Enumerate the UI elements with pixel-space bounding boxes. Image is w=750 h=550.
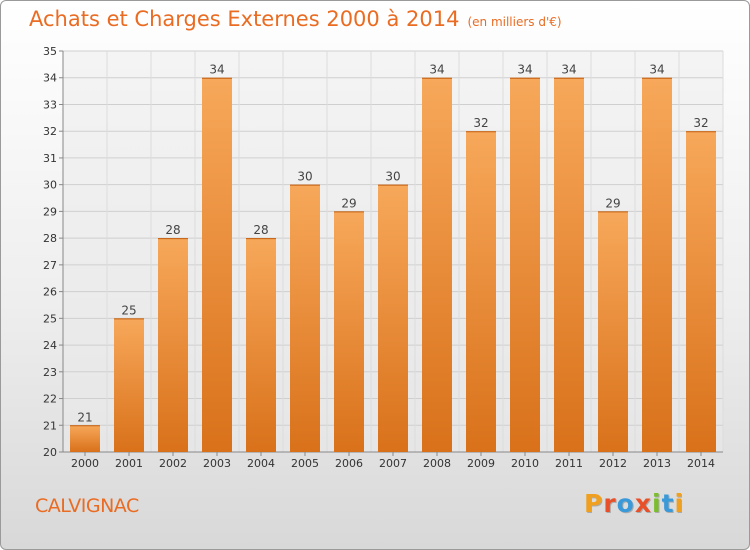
y-tick-label: 23 [43,366,57,379]
bar-value-label: 32 [473,116,488,130]
y-tick-label: 32 [43,125,57,138]
y-tick-label: 31 [43,152,57,165]
y-tick-label: 26 [43,286,57,299]
chart-title-text: Achats et Charges Externes 2000 à 2014 [29,7,460,31]
bar-value-label: 34 [561,63,576,77]
x-tick-label: 2009 [467,457,495,470]
bar [70,425,100,452]
bar-value-label: 34 [209,63,224,77]
y-tick-label: 35 [43,45,57,58]
bar [554,77,584,452]
bar [510,77,540,452]
bar-value-label: 28 [165,223,180,237]
town-name: CALVIGNAC [35,495,139,517]
x-tick-label: 2008 [423,457,451,470]
bar [158,238,188,452]
bar-value-label: 30 [297,170,312,184]
y-tick-label: 25 [43,312,57,325]
bar [422,77,452,452]
y-tick-label: 24 [43,339,57,352]
bar [598,211,628,452]
y-tick-label: 34 [43,72,57,85]
y-tick-label: 27 [43,259,57,272]
chart-title: Achats et Charges Externes 2000 à 2014 (e… [29,7,562,31]
x-tick-label: 2012 [599,457,627,470]
proxiti-logo: Proxiti [584,489,684,518]
x-tick-label: 2011 [555,457,583,470]
logo-letter: o [616,489,635,518]
bar [246,238,276,452]
logo-letter: r [603,489,617,518]
y-tick-label: 30 [43,179,57,192]
bar-value-label: 21 [77,410,92,424]
x-tick-label: 2001 [115,457,143,470]
y-tick-label: 28 [43,232,57,245]
bar-value-label: 34 [517,63,532,77]
bar [334,211,364,452]
bar [202,77,232,452]
logo-letter: i [652,489,662,518]
chart-unit: (en milliers d'€) [467,15,562,29]
bar [642,77,672,452]
bar [114,318,144,452]
bar-value-label: 30 [385,170,400,184]
bar [466,131,496,452]
x-tick-label: 2013 [643,457,671,470]
logo-letter: P [584,489,604,518]
bar-value-label: 29 [341,196,356,210]
bar-value-label: 34 [649,63,664,77]
y-tick-label: 20 [43,446,57,459]
x-tick-label: 2005 [291,457,319,470]
bar-value-label: 28 [253,223,268,237]
logo-letter: i [674,489,685,518]
x-tick-label: 2000 [71,457,99,470]
y-tick-label: 21 [43,419,57,432]
x-tick-label: 2006 [335,457,363,470]
bar-value-label: 25 [121,303,136,317]
x-tick-label: 2003 [203,457,231,470]
bar [290,184,320,452]
y-tick-label: 22 [43,393,57,406]
x-tick-label: 2010 [511,457,539,470]
x-tick-label: 2007 [379,457,407,470]
bar [378,184,408,452]
x-tick-label: 2002 [159,457,187,470]
bar [686,131,716,452]
logo-letter: t [661,489,675,518]
y-tick-label: 33 [43,98,57,111]
bar-value-label: 34 [429,63,444,77]
logo-letter: x [634,489,652,518]
y-tick-label: 29 [43,205,57,218]
x-tick-label: 2004 [247,457,275,470]
bar-value-label: 32 [693,116,708,130]
bar-value-label: 29 [605,196,620,210]
x-tick-label: 2014 [687,457,715,470]
